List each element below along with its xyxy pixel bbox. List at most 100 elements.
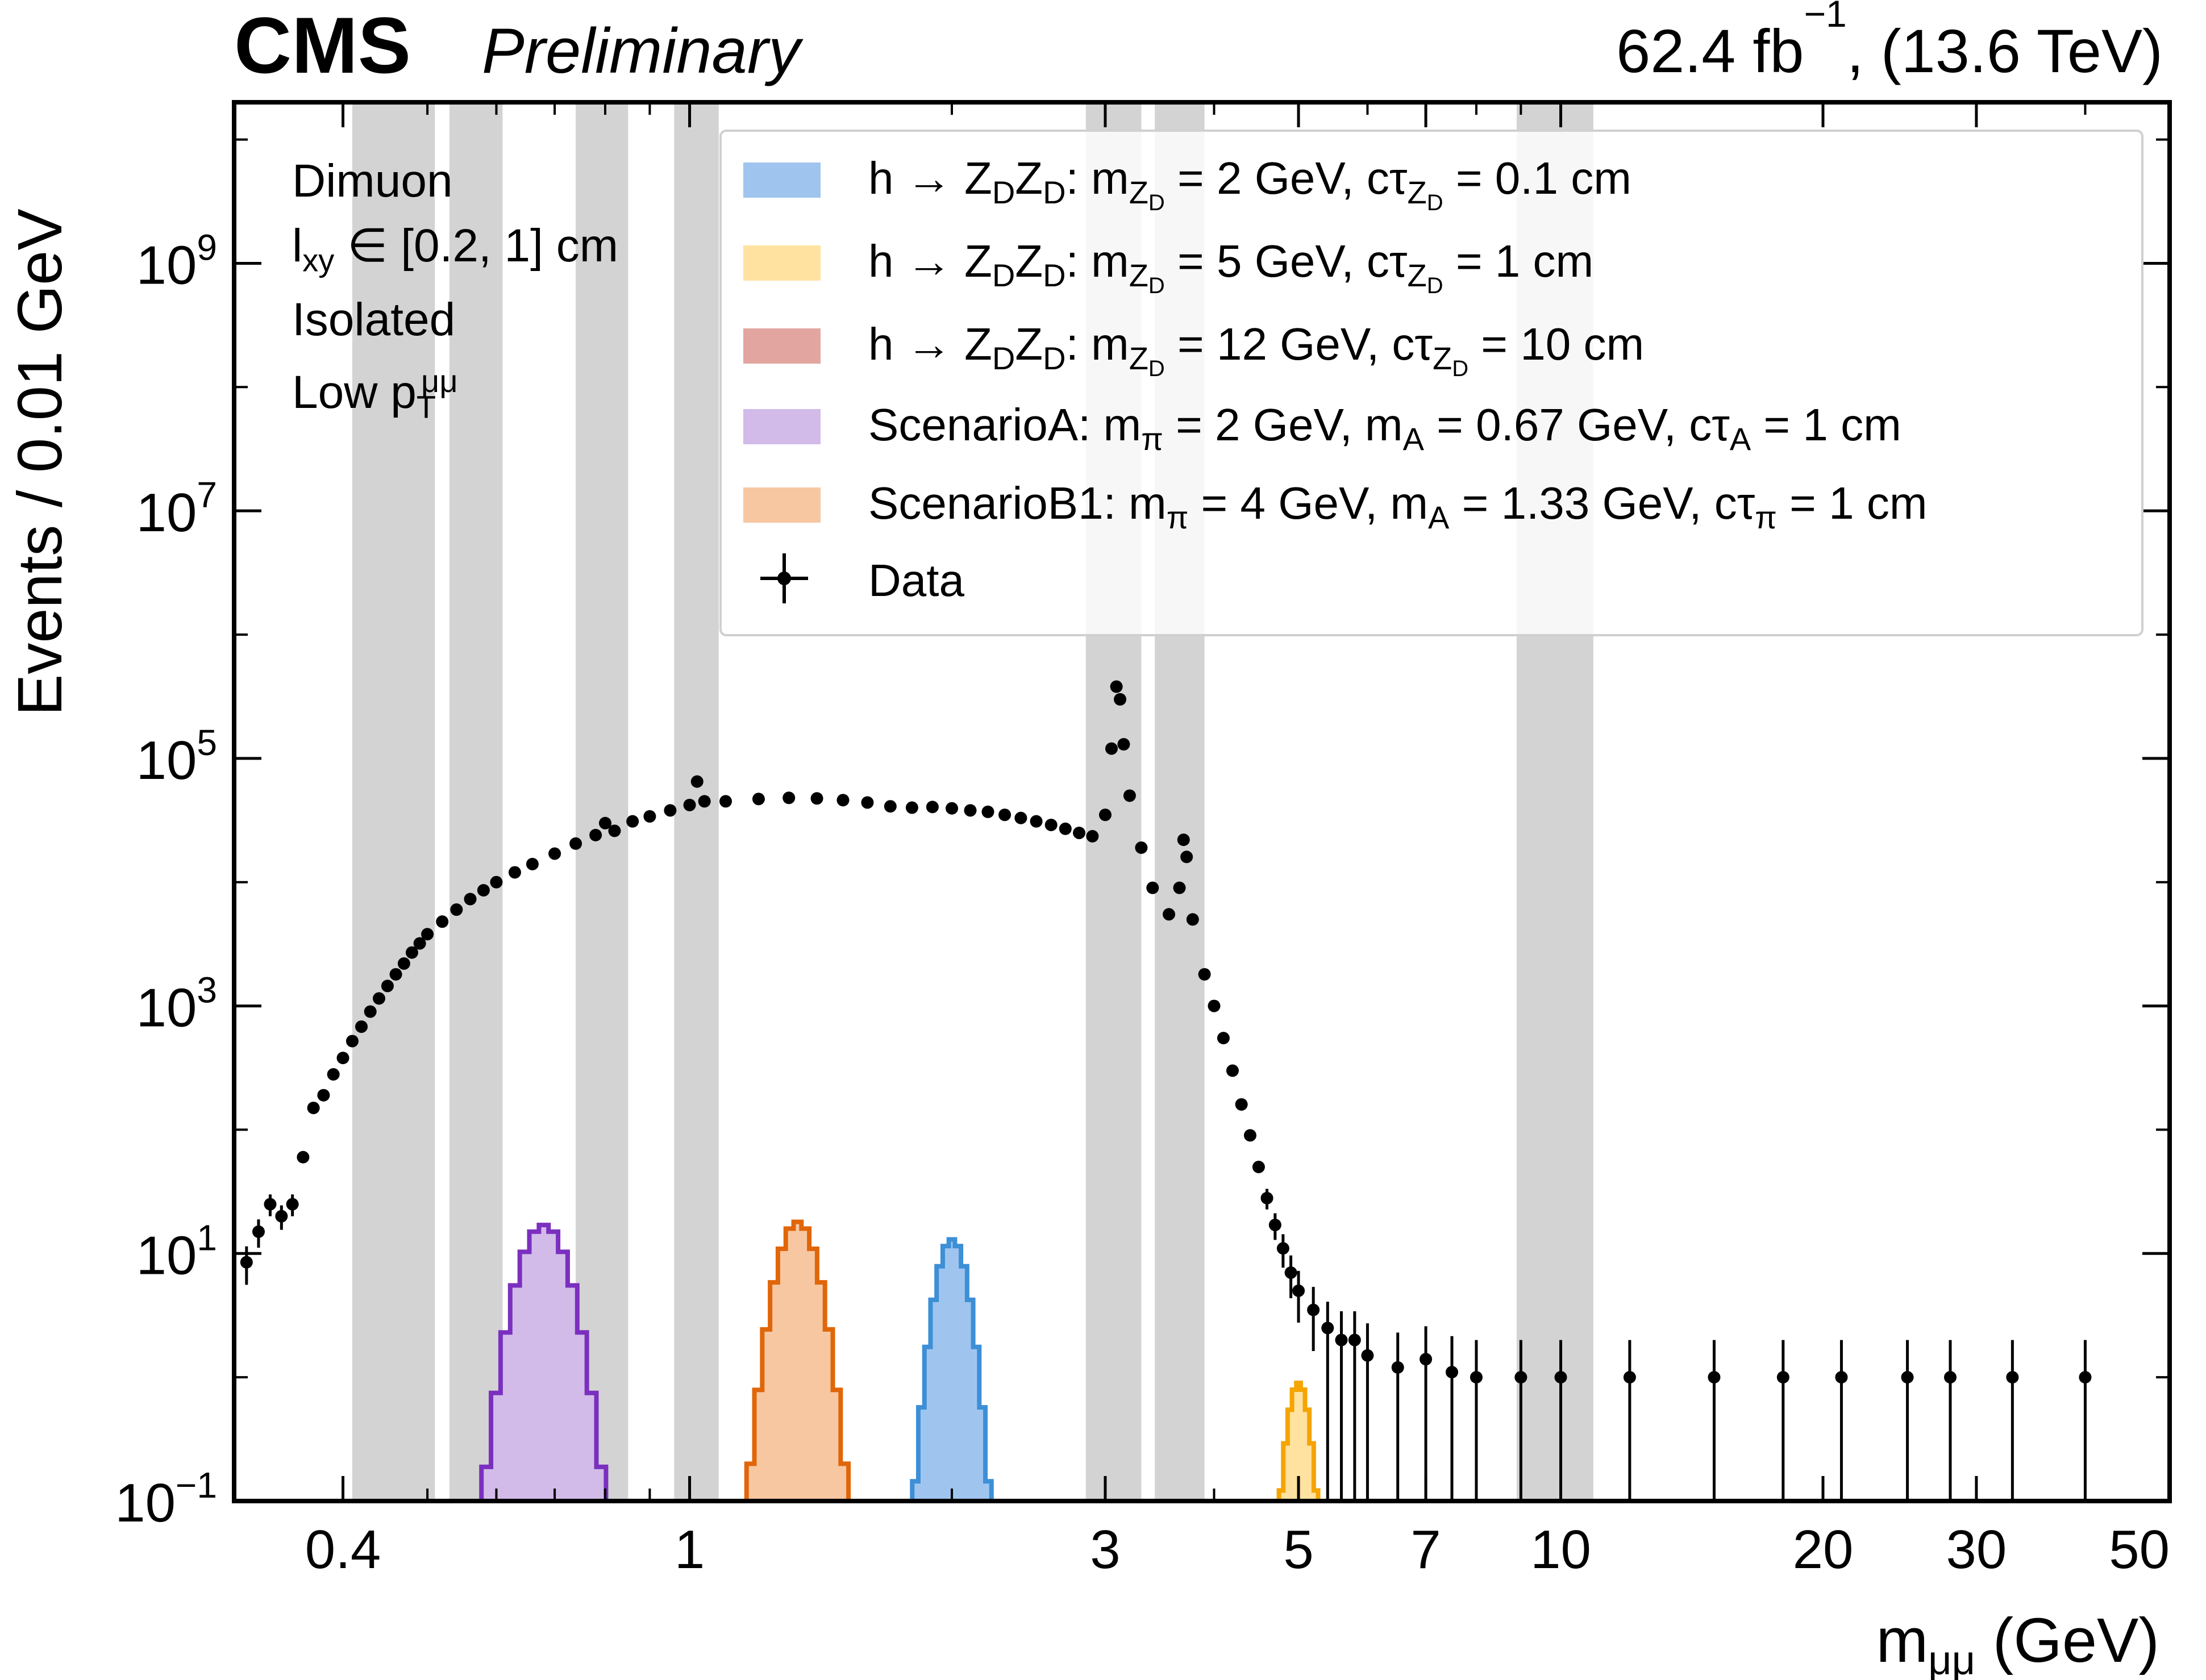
x-tick-label-8: 50 (2109, 1519, 2170, 1580)
data-point-48 (964, 804, 977, 817)
data-point-36 (690, 775, 704, 788)
data-point-53 (1044, 818, 1058, 831)
data-point-33 (643, 810, 656, 823)
data-point-93 (1623, 1371, 1636, 1384)
data-point-62 (1123, 789, 1136, 802)
data-point-43 (861, 796, 874, 809)
data-point-12 (364, 1005, 377, 1018)
data-point-23 (477, 883, 490, 897)
data-point-96 (1835, 1371, 1848, 1384)
data-point-46 (926, 801, 939, 814)
y-tick-label-2: 103 (136, 970, 217, 1039)
legend-swatch-scenarioA (743, 409, 821, 444)
data-point-44 (884, 800, 897, 813)
data-point-97 (1901, 1371, 1914, 1384)
data-point-41 (810, 792, 823, 805)
data-point-54 (1059, 822, 1072, 835)
x-axis-label: mμμ (GeV) (1876, 1606, 2159, 1680)
data-point-15 (389, 968, 402, 981)
data-point-78 (1268, 1219, 1281, 1232)
data-point-37 (698, 795, 711, 808)
plot-frame (232, 100, 2172, 1503)
data-point-1 (252, 1225, 265, 1238)
data-point-90 (1470, 1371, 1483, 1384)
signal-histograms (479, 1219, 1321, 1501)
data-point-55 (1073, 827, 1086, 840)
data-point-7 (317, 1089, 330, 1102)
legend-label-hzd-5gev: h → ZDZD: mZD = 5 GeV, cτZD = 1 cm (868, 236, 1594, 299)
data-point-50 (998, 808, 1012, 822)
masked-region-0 (352, 102, 435, 1501)
signal-fill-0 (481, 1225, 606, 1501)
data-point-79 (1276, 1242, 1289, 1255)
data-point-14 (381, 979, 394, 993)
data-point-51 (1014, 811, 1027, 824)
data-point-5 (297, 1150, 310, 1164)
legend-swatch-hzd-5gev (743, 245, 821, 281)
data-point-72 (1217, 1032, 1230, 1045)
data-point-80 (1284, 1266, 1297, 1279)
isolation-label: Isolated (292, 294, 456, 345)
data-point-94 (1708, 1371, 1721, 1384)
x-axis-ticks: 0.4 1 3 5 7 10 20 30 50 (233, 102, 2171, 1580)
legend-label-hzd-2gev: h → ZDZD: mZD = 2 GeV, cτZD = 0.1 cm (868, 153, 1631, 216)
data-point-20 (436, 915, 449, 928)
data-point-65 (1163, 908, 1176, 921)
data-point-3 (275, 1210, 288, 1223)
data-point-71 (1208, 999, 1221, 1012)
data-point-63 (1135, 841, 1148, 854)
data-point-84 (1335, 1333, 1348, 1346)
data-point-61 (1117, 738, 1130, 751)
legend-label-hzd-12gev: h → ZDZD: mZD = 12 GeV, cτZD = 10 cm (868, 319, 1645, 382)
data-point-83 (1321, 1322, 1334, 1335)
data-point-4 (286, 1198, 299, 1211)
data-point-88 (1420, 1353, 1433, 1366)
data-point-13 (372, 992, 385, 1005)
x-tick-label-6: 20 (1793, 1519, 1854, 1580)
masked-region-1 (449, 102, 503, 1501)
data-point-99 (2006, 1371, 2019, 1384)
data-point-73 (1226, 1064, 1239, 1077)
data-point-100 (2079, 1371, 2092, 1384)
experiment-label: CMS (234, 1, 411, 90)
data-point-0 (240, 1256, 253, 1269)
data-point-60 (1114, 693, 1127, 706)
data-point-81 (1292, 1284, 1305, 1297)
data-point-8 (327, 1068, 340, 1081)
data-point-52 (1030, 815, 1043, 828)
legend-label-data: Data (868, 555, 964, 606)
data-point-56 (1086, 829, 1099, 843)
data-point-24 (490, 876, 503, 889)
masked-region-3 (674, 102, 719, 1501)
data-point-86 (1361, 1349, 1374, 1362)
data-point-47 (946, 802, 959, 815)
legend-marker-data (760, 553, 808, 603)
data-point-10 (346, 1035, 359, 1048)
data-point-2 (264, 1198, 277, 1211)
data-point-76 (1252, 1161, 1265, 1174)
data-point-32 (626, 815, 639, 828)
data-point-64 (1146, 881, 1159, 894)
y-tick-label-5: 109 (136, 227, 217, 295)
data-point-26 (526, 857, 539, 870)
x-tick-label-5: 10 (1530, 1519, 1591, 1580)
data-point-39 (752, 793, 765, 806)
y-axis-label: Events / 0.01 GeV (5, 209, 75, 716)
data-point-77 (1260, 1191, 1273, 1204)
data-point-59 (1110, 680, 1123, 693)
data-point-38 (719, 795, 732, 808)
data-point-95 (1776, 1371, 1789, 1384)
masked-region-2 (576, 102, 628, 1501)
data-point-45 (905, 801, 918, 814)
y-tick-label-0: 10−1 (115, 1465, 217, 1533)
data-point-28 (569, 837, 582, 850)
data-point-58 (1105, 742, 1118, 755)
data-point-42 (836, 794, 850, 807)
legend-label-scenarioA: ScenarioA: mπ = 2 GeV, mA = 0.67 GeV, cτ… (868, 399, 1901, 457)
data-point-6 (307, 1102, 320, 1115)
y-tick-label-3: 105 (136, 722, 217, 791)
data-point-21 (450, 903, 463, 916)
signal-line-0 (479, 1223, 609, 1501)
data-point-66 (1173, 881, 1186, 894)
